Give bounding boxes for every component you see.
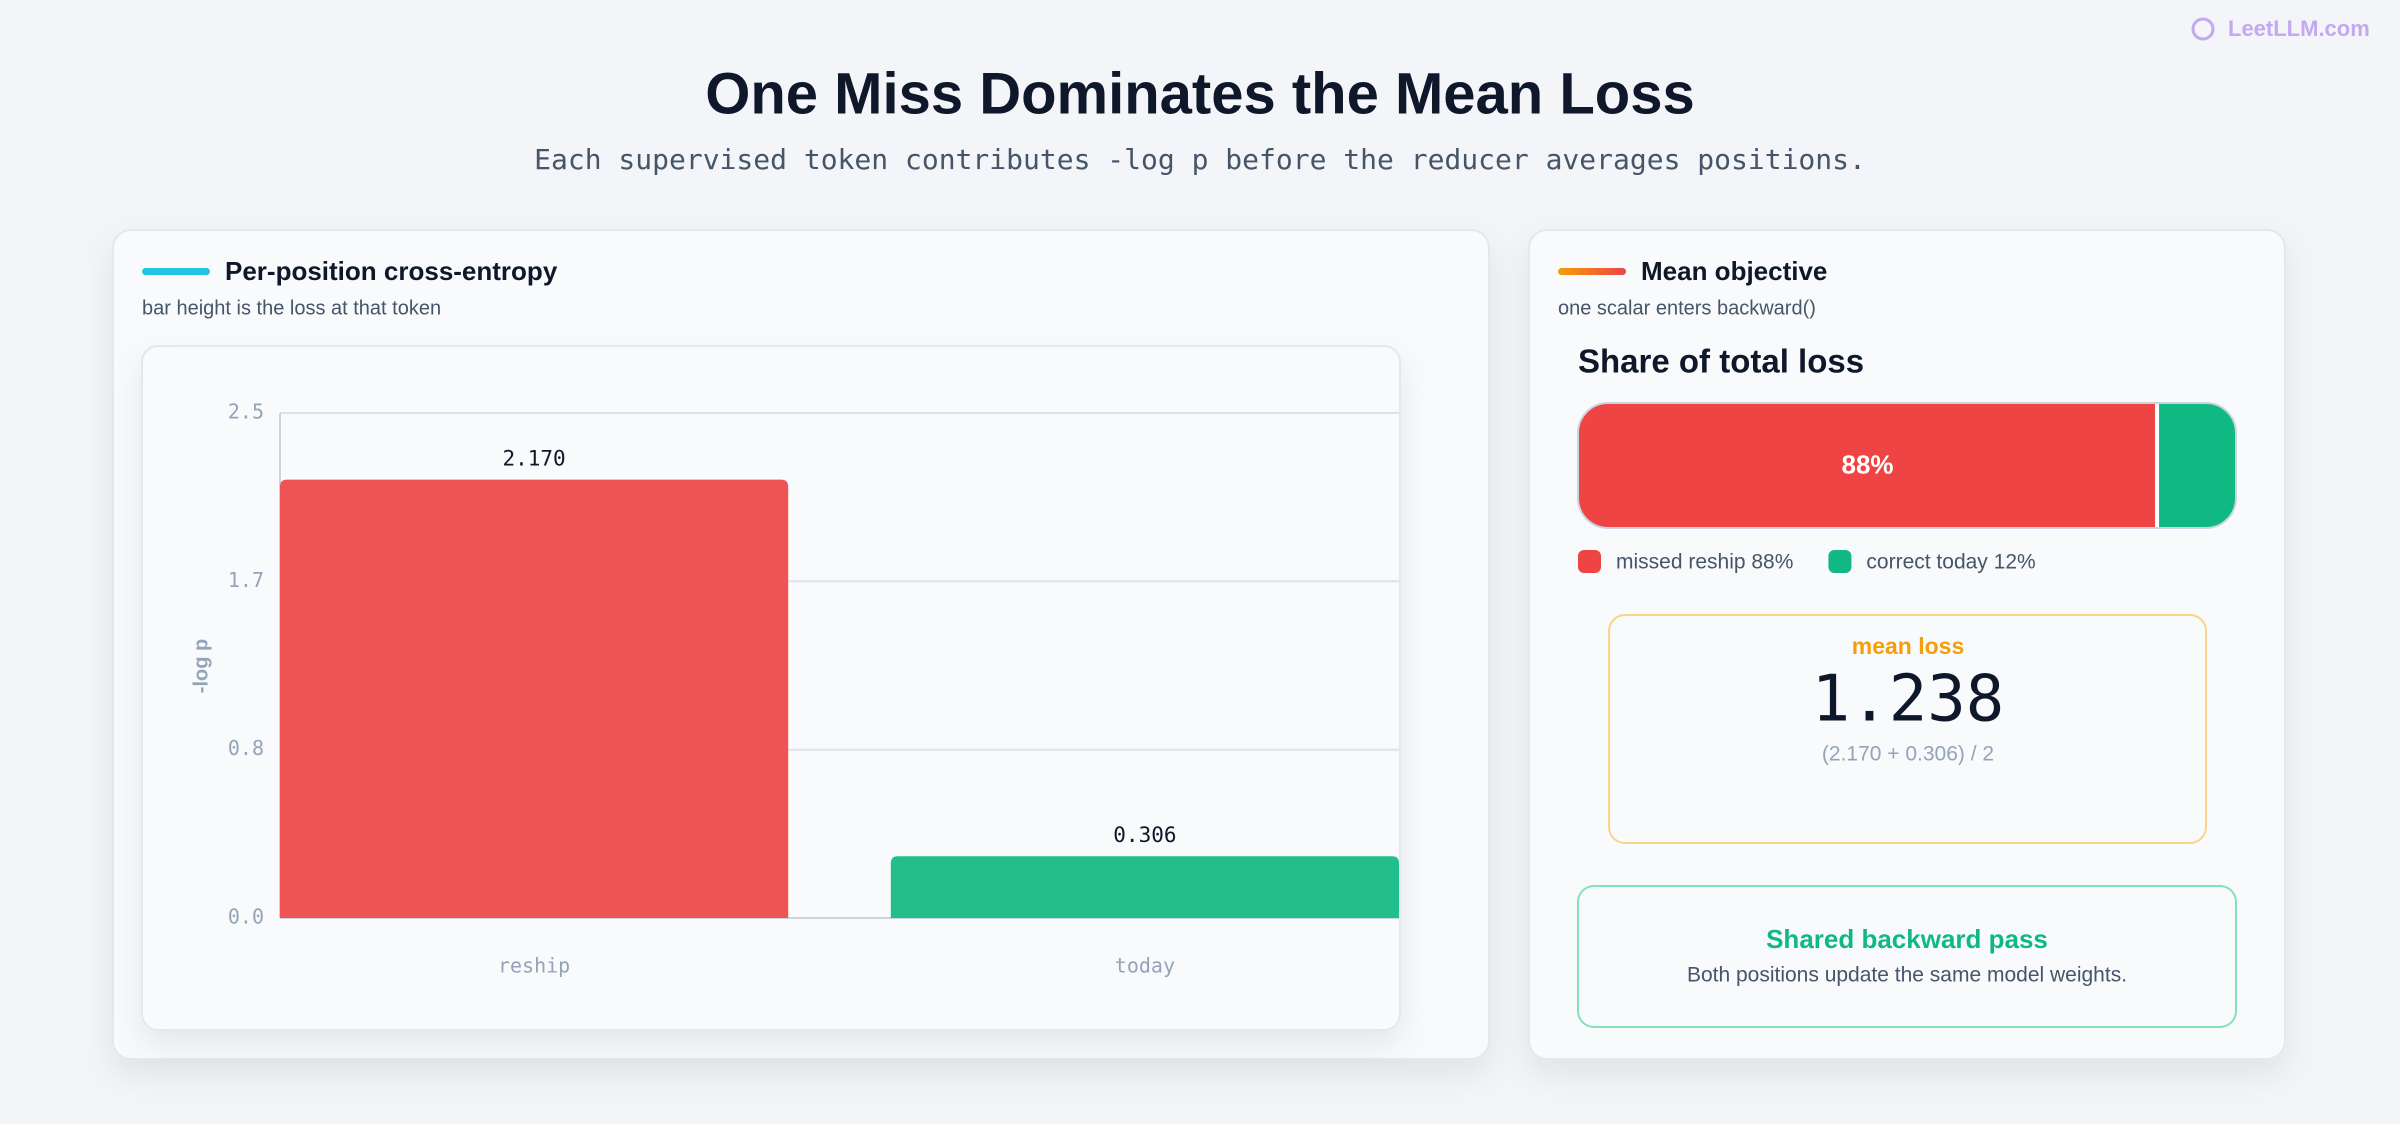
bar [890,856,1399,918]
share-segment [2157,403,2236,528]
segment-divider [2155,403,2160,528]
backward-title: Shared backward pass [1766,924,2048,954]
legend-swatch [1578,550,1601,573]
y-tick-label: 0.0 [228,905,264,929]
legend-label: missed reship 88% [1616,551,1793,574]
value-label: 0.306 [1113,823,1176,847]
accent-bar [1558,268,1626,275]
brand: LeetLLM.com [2191,16,2370,41]
brand-icon [2191,17,2215,41]
y-axis-label: -log p [190,639,212,693]
share-bar [1578,403,2236,528]
panel-subtitle: bar height is the loss at that token [142,297,441,319]
bar [280,479,789,918]
mean-card [1608,614,2207,844]
legend-swatch [1828,550,1852,573]
segment-label: 88% [1841,449,1893,479]
y-tick-label: 0.8 [228,736,264,760]
value-label: 2.170 [502,447,565,471]
brand-text: LeetLLM.com [2228,16,2370,41]
page-title: One Miss Dominates the Mean Loss [705,61,1694,126]
panel-subtitle: one scalar enters backward() [1558,297,1816,319]
y-tick-label: 1.7 [228,568,264,592]
x-tick-label: reship [498,954,570,978]
mean-label: mean loss [1852,633,1965,659]
accent-bar [142,268,210,275]
share-segment [1578,403,2158,528]
mean-formula: (2.170 + 0.306) / 2 [1822,743,1994,766]
panel-title: Per-position cross-entropy [225,256,558,286]
legend-label: correct today 12% [1866,551,2035,574]
share-outline [1577,402,2237,529]
page-subtitle: Each supervised token contributes -log p… [534,143,1866,176]
x-tick-label: today [1115,954,1175,978]
backward-card [1577,885,2237,1028]
backward-text: Both positions update the same model wei… [1687,964,2127,987]
legend: missed reship 88% correct today 12% [1578,550,2036,574]
share-title: Share of total loss [1578,343,1864,380]
mean-value: 1.238 [1812,663,2005,737]
panel-title: Mean objective [1641,256,1827,286]
plot: 0.0 0.8 1.7 2.5 -log p 2.170 reship 0.306 today [190,400,1399,978]
y-tick-label: 2.5 [228,400,264,424]
